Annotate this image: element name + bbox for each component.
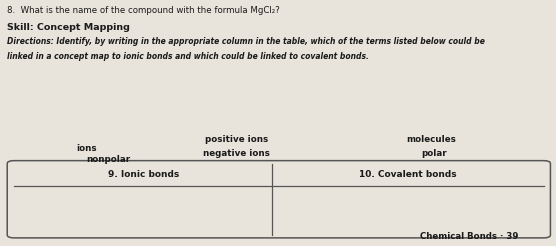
- Text: 8.  What is the name of the compound with the formula MgCl₂?: 8. What is the name of the compound with…: [7, 6, 280, 15]
- Text: positive ions: positive ions: [205, 135, 268, 144]
- Text: Chemical Bonds · 39: Chemical Bonds · 39: [420, 232, 518, 241]
- Text: Skill: Concept Mapping: Skill: Concept Mapping: [7, 23, 130, 32]
- Text: linked in a concept map to ionic bonds and which could be linked to covalent bon: linked in a concept map to ionic bonds a…: [7, 52, 369, 61]
- Text: 9. Ionic bonds: 9. Ionic bonds: [107, 170, 179, 179]
- Text: polar: polar: [421, 149, 446, 158]
- Text: 10. Covalent bonds: 10. Covalent bonds: [359, 170, 457, 179]
- FancyBboxPatch shape: [7, 161, 550, 238]
- Text: molecules: molecules: [406, 135, 456, 144]
- Text: negative ions: negative ions: [203, 149, 270, 158]
- Text: ions: ions: [76, 144, 97, 153]
- Text: Directions: Identify, by writing in the appropriate column in the table, which o: Directions: Identify, by writing in the …: [7, 37, 484, 46]
- Text: nonpolar: nonpolar: [86, 155, 131, 164]
